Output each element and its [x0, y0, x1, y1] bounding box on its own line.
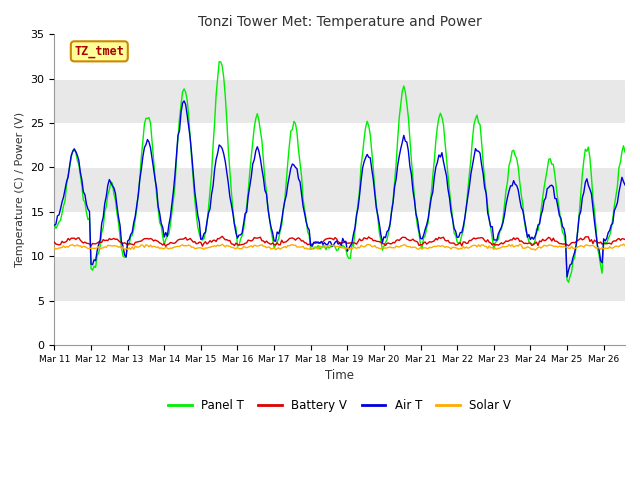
X-axis label: Time: Time	[325, 369, 354, 382]
Bar	[54, 168, 625, 212]
Bar	[54, 300, 625, 345]
Bar	[54, 123, 625, 168]
Legend: Panel T, Battery V, Air T, Solar V: Panel T, Battery V, Air T, Solar V	[164, 394, 516, 417]
Bar	[54, 79, 625, 123]
Bar	[54, 256, 625, 300]
Bar	[54, 212, 625, 256]
Text: TZ_tmet: TZ_tmet	[74, 45, 124, 58]
Title: Tonzi Tower Met: Temperature and Power: Tonzi Tower Met: Temperature and Power	[198, 15, 481, 29]
Y-axis label: Temperature (C) / Power (V): Temperature (C) / Power (V)	[15, 112, 25, 267]
Bar	[54, 35, 625, 79]
